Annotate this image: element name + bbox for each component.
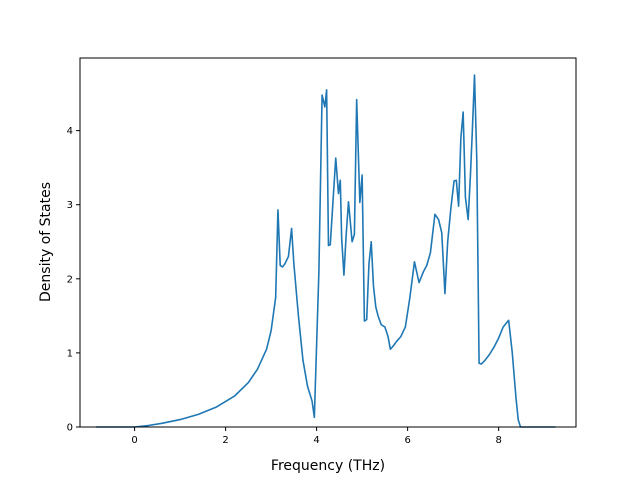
- series-line-0: [95, 74, 556, 428]
- y-tick-label-4: 4: [67, 126, 73, 137]
- x-tick-label-3: 6: [404, 435, 410, 446]
- x-tick-label-1: 2: [222, 435, 228, 446]
- x-tick-label-2: 4: [313, 435, 319, 446]
- x-tick-label-4: 8: [495, 435, 501, 446]
- plot-frame: [79, 57, 577, 428]
- y-tick-label-0: 0: [67, 423, 73, 434]
- y-tick-label-1: 1: [67, 348, 73, 359]
- x-axis-title: Frequency (THz): [271, 458, 385, 474]
- series-layer: [95, 74, 556, 428]
- y-tick-label-3: 3: [67, 200, 73, 211]
- y-tick-label-2: 2: [67, 274, 73, 285]
- y-axis-title: Density of States: [38, 182, 54, 302]
- y-axis: 0 1 2 3 4: [67, 126, 80, 434]
- x-axis: 0 2 4 6 8: [131, 427, 502, 446]
- x-tick-label-0: 0: [131, 435, 137, 446]
